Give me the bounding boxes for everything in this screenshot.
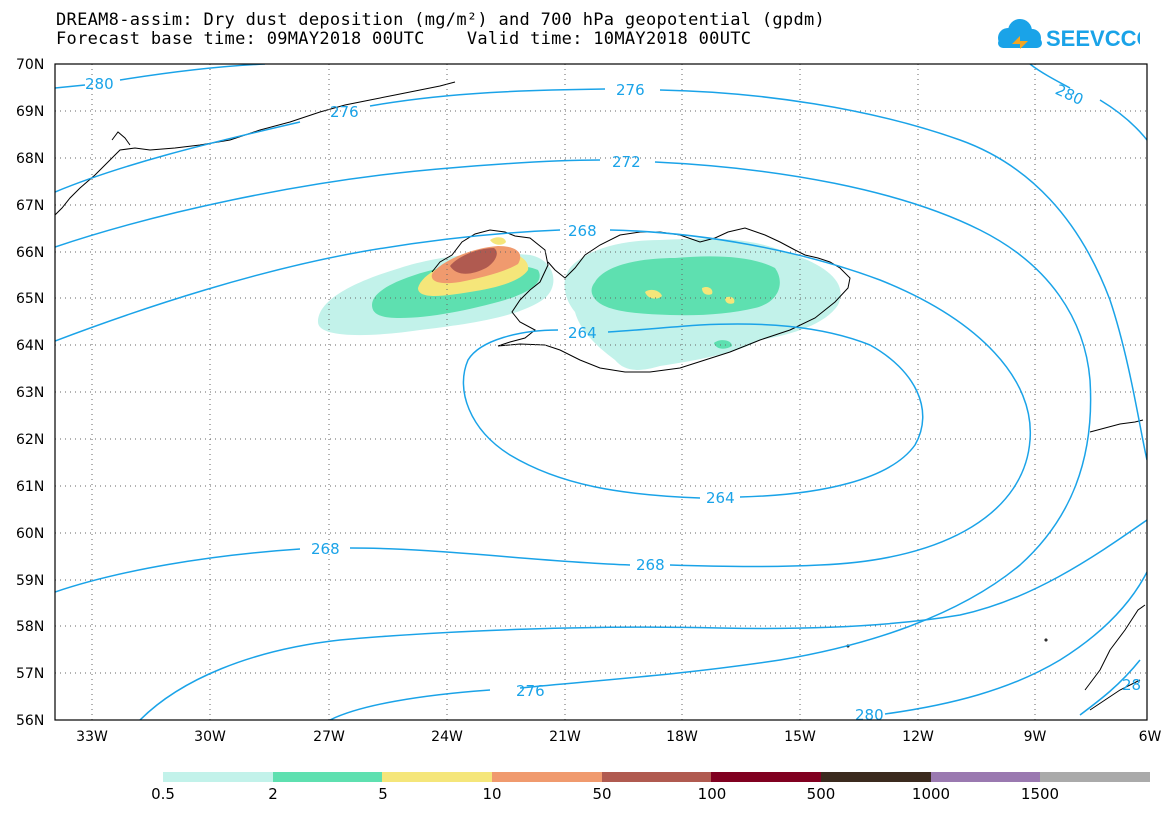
- contour-label: 272: [612, 153, 641, 171]
- lat-label: 68N: [16, 151, 44, 167]
- legend-label: 500: [806, 785, 836, 803]
- contour-label: 268: [636, 556, 665, 574]
- lat-label: 67N: [16, 198, 44, 214]
- lat-label: 63N: [16, 385, 44, 401]
- legend-swatch: [821, 772, 931, 782]
- lat-label: 56N: [16, 713, 44, 729]
- coastlines: [55, 81, 1146, 711]
- contour-label: 264: [706, 489, 735, 507]
- map-subtitle: Forecast base time: 09MAY2018 00UTC Vali…: [56, 29, 752, 49]
- contour-label: 280: [855, 706, 884, 724]
- lon-label: 30W: [194, 729, 226, 745]
- lat-label: 62N: [16, 432, 44, 448]
- lat-label: 61N: [16, 479, 44, 495]
- lat-label: 66N: [16, 245, 44, 261]
- lon-label: 18W: [666, 729, 698, 745]
- legend-label: 1000: [911, 785, 951, 803]
- dust-deposition-fields: [318, 237, 841, 370]
- legend-label: 1500: [1020, 785, 1060, 803]
- legend-label: 5: [378, 785, 388, 803]
- map-frame: [54, 63, 1148, 721]
- contour-label: 276: [330, 103, 359, 121]
- legend-swatch: [492, 772, 602, 782]
- contour-label: 28: [1122, 676, 1141, 694]
- legend-swatch: [1040, 772, 1151, 782]
- legend-swatch: [382, 772, 493, 782]
- lon-label: 9W: [1024, 729, 1047, 745]
- lon-label: 21W: [549, 729, 581, 745]
- lat-label: 69N: [16, 104, 44, 120]
- legend-swatch: [163, 772, 273, 782]
- lon-label: 27W: [313, 729, 345, 745]
- legend-swatch: [272, 772, 383, 782]
- contour-label: 276: [616, 81, 645, 99]
- lat-label: 65N: [16, 291, 44, 307]
- cloud-icon: [998, 19, 1042, 49]
- lat-label: 60N: [16, 526, 44, 542]
- legend-label: 50: [592, 785, 612, 803]
- legend-swatch: [930, 772, 1041, 782]
- latitude-labels: 70N 69N 68N 67N 66N 65N 64N 63N 62N 61N …: [16, 57, 44, 729]
- lon-label: 6W: [1139, 729, 1162, 745]
- lat-label: 64N: [16, 338, 44, 354]
- lon-label: 15W: [784, 729, 816, 745]
- svg-text:SEEVCCC: SEEVCCC: [1046, 26, 1140, 51]
- legend-label: 2: [268, 785, 278, 803]
- map-title: DREAM8-assim: Dry dust deposition (mg/m²…: [56, 10, 826, 30]
- color-legend-bar: [163, 772, 1151, 782]
- geopotential-contours: [55, 64, 1147, 720]
- graticule: [55, 64, 1147, 720]
- contour-label: 276: [516, 682, 545, 700]
- longitude-labels: 33W 30W 27W 24W 21W 18W 15W 12W 9W 6W: [76, 729, 1161, 745]
- legend-label: 100: [697, 785, 727, 803]
- contour-label: 268: [568, 222, 597, 240]
- contour-label: 280: [1053, 81, 1087, 109]
- contour-label: 268: [311, 540, 340, 558]
- lon-label: 12W: [902, 729, 934, 745]
- lon-label: 33W: [76, 729, 108, 745]
- contour-label: 264: [568, 324, 597, 342]
- legend-swatch: [711, 772, 822, 782]
- lat-label: 70N: [16, 57, 44, 73]
- legend-label: 10: [482, 785, 502, 803]
- lat-label: 58N: [16, 619, 44, 635]
- contour-label: 280: [85, 75, 114, 93]
- legend-label: 0.5: [151, 785, 175, 803]
- lat-label: 59N: [16, 573, 44, 589]
- lat-label: 57N: [16, 666, 44, 682]
- lon-label: 24W: [431, 729, 463, 745]
- legend-swatch: [601, 772, 712, 782]
- seevccc-logo: SEEVCCC: [998, 19, 1140, 51]
